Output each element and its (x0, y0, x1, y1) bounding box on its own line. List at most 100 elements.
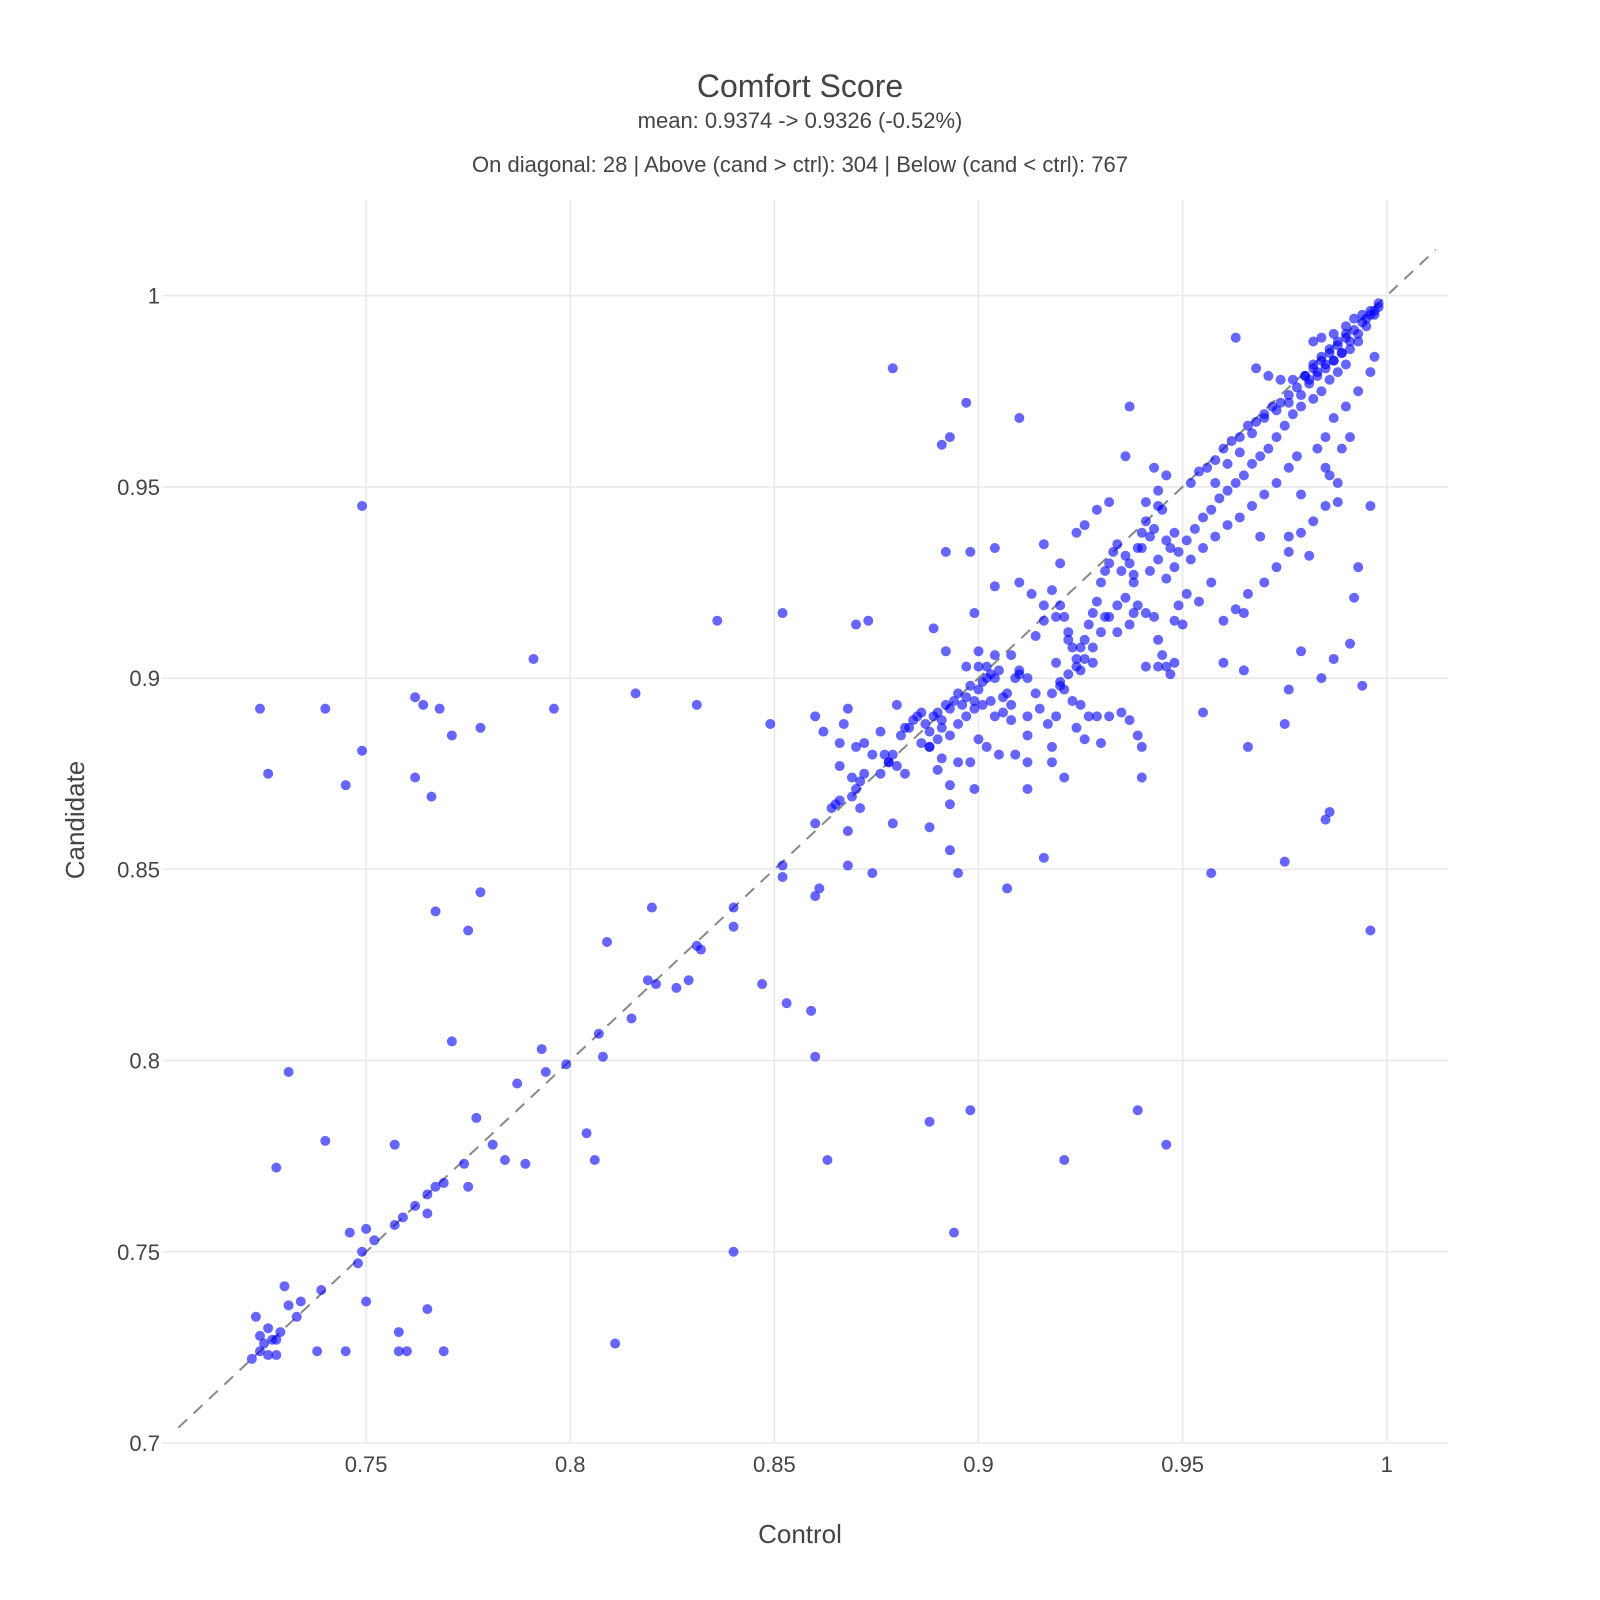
data-point (1083, 711, 1094, 722)
data-point (859, 738, 870, 749)
data-point (993, 665, 1004, 676)
data-point (1059, 611, 1070, 622)
data-point (581, 1128, 592, 1139)
data-point (597, 1051, 608, 1062)
data-point (1149, 523, 1160, 534)
data-point (712, 615, 723, 626)
data-point (1263, 443, 1274, 454)
data-point (1140, 497, 1151, 508)
data-point (777, 608, 788, 619)
data-point (810, 818, 821, 829)
data-point (1275, 374, 1286, 385)
data-point (1063, 627, 1074, 638)
data-point (855, 803, 866, 814)
data-point (1320, 462, 1331, 473)
data-point (1055, 558, 1066, 569)
data-point (1181, 588, 1192, 599)
data-point (1026, 588, 1037, 599)
data-point (1218, 443, 1229, 454)
data-point (1022, 730, 1033, 741)
data-point (1365, 367, 1376, 378)
data-point (1328, 355, 1339, 366)
data-point (316, 1285, 327, 1296)
data-point (1108, 546, 1119, 557)
x-tick-label: 0.9 (963, 1452, 994, 1477)
data-point (410, 772, 421, 783)
data-point (1238, 665, 1249, 676)
data-point (961, 397, 972, 408)
data-point (1149, 462, 1160, 473)
data-point (1002, 883, 1013, 894)
data-point (1079, 634, 1090, 645)
data-point (418, 699, 429, 710)
data-point (932, 707, 943, 718)
x-tick-labels: 0.75 0.8 0.85 0.9 0.95 1 (345, 1452, 1393, 1477)
data-point (989, 711, 1000, 722)
data-point (1263, 370, 1274, 381)
data-point (936, 439, 947, 450)
data-point (1120, 550, 1131, 561)
data-point (1255, 531, 1266, 542)
data-point (1100, 565, 1111, 576)
data-point (810, 891, 821, 902)
data-point (867, 749, 878, 760)
data-point (989, 673, 1000, 684)
data-point (463, 1181, 474, 1192)
data-point (924, 1116, 935, 1127)
data-point (291, 1311, 302, 1322)
data-point (1177, 619, 1188, 630)
data-point (1279, 420, 1290, 431)
data-point (1255, 451, 1266, 462)
data-point (1361, 321, 1372, 332)
data-point (1275, 397, 1286, 408)
data-point (601, 936, 612, 947)
data-point (1055, 680, 1066, 691)
data-point (944, 730, 955, 741)
data-point (1259, 413, 1270, 424)
data-point (834, 761, 845, 772)
data-point (361, 1296, 372, 1307)
data-point (271, 1162, 282, 1173)
data-point (1296, 527, 1307, 538)
data-point (932, 764, 943, 775)
data-point (1210, 531, 1221, 542)
data-point (254, 703, 265, 714)
data-point (1222, 485, 1233, 496)
data-point (842, 703, 853, 714)
data-point (1332, 478, 1343, 489)
data-point (438, 1177, 449, 1188)
data-point (1051, 611, 1062, 622)
data-point (1357, 680, 1368, 691)
data-point (846, 791, 857, 802)
data-point (1230, 478, 1241, 489)
data-point (1063, 634, 1074, 645)
data-point (1010, 749, 1021, 760)
data-point (1046, 757, 1057, 768)
data-point (1091, 504, 1102, 515)
data-point (1279, 856, 1290, 867)
data-point (1153, 554, 1164, 565)
data-point (369, 1235, 380, 1246)
data-point (883, 757, 894, 768)
data-point (1226, 435, 1237, 446)
data-point (973, 661, 984, 672)
data-point (1349, 592, 1360, 603)
data-point (1316, 673, 1327, 684)
data-point (1373, 298, 1384, 309)
data-point (924, 822, 935, 833)
data-point (626, 1013, 637, 1024)
data-point (1271, 562, 1282, 573)
data-point (1169, 657, 1180, 668)
data-point (1328, 413, 1339, 424)
data-point (777, 871, 788, 882)
data-point (1120, 592, 1131, 603)
data-point (859, 768, 870, 779)
data-point (1144, 565, 1155, 576)
data-point (1251, 363, 1262, 374)
data-point (1169, 615, 1180, 626)
data-point (916, 738, 927, 749)
data-point (875, 726, 886, 737)
data-point (851, 741, 862, 752)
data-point (1014, 665, 1025, 676)
